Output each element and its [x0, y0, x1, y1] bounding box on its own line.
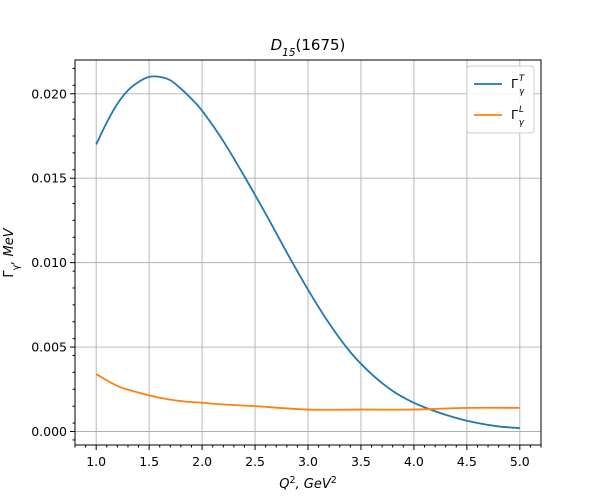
x-tick-label: 1.5	[139, 454, 159, 469]
series-layer	[95, 75, 520, 430]
x-tick-label: 3.0	[298, 454, 318, 469]
y-axis-label-gamma-sub: γ	[11, 264, 22, 270]
chart-title-subscript: 15	[282, 47, 296, 59]
legend-label-longitudinal-sub: γ	[519, 118, 525, 128]
chart-title-rest: (1675)	[296, 36, 346, 54]
legend-label-transverse-sup: T	[519, 74, 525, 84]
legend-box	[466, 65, 535, 134]
y-axis-label-unit: , MeV	[2, 227, 17, 264]
x-tick-label: 5.0	[510, 454, 530, 469]
grid-layer	[75, 60, 541, 445]
y-tick-label: 0.010	[31, 255, 67, 270]
x-tick-label: 1.0	[86, 454, 106, 469]
legend-label-longitudinal-gamma: Γ	[511, 107, 518, 122]
legend: ΓT γ ΓL γ	[466, 65, 535, 134]
x-axis-label-unit-sup: 2	[331, 475, 337, 486]
y-tick-label: 0.000	[31, 424, 67, 439]
x-axis-label: Q2, GeV2	[279, 475, 337, 493]
x-axis-label-unit: , GeV	[296, 477, 332, 492]
series-line-transverse	[95, 75, 520, 430]
series-line-longitudinal	[95, 373, 520, 411]
legend-label-transverse-sub: γ	[519, 87, 525, 97]
x-tick-label: 4.5	[457, 454, 477, 469]
chart-title: D15(1675)	[271, 36, 346, 59]
y-tick-label: 0.005	[31, 340, 67, 355]
x-tick-label: 2.5	[245, 454, 265, 469]
legend-label-longitudinal: ΓL γ	[511, 105, 525, 128]
y-axis-label: Γγ, MeV	[2, 227, 22, 277]
x-axis-label-q: Q	[279, 477, 289, 492]
x-tick-label: 2.0	[192, 454, 212, 469]
x-axis-label-q-sup: 2	[289, 475, 295, 486]
y-tick-label: 0.020	[31, 86, 67, 101]
legend-label-transverse: ΓT γ	[511, 74, 525, 97]
y-axis-label-gamma: Γ	[2, 270, 17, 278]
tick-layer: 1.0 1.5 2.0 2.5 3.0 3.5 4.0 4.5 5.0 0.000 0.005 0.0…	[31, 67, 542, 469]
chart-title-main: D	[271, 36, 283, 54]
x-tick-label: 3.5	[351, 454, 371, 469]
x-tick-label: 4.0	[404, 454, 424, 469]
y-tick-label: 0.015	[31, 171, 67, 186]
legend-label-longitudinal-sup: L	[519, 105, 524, 115]
legend-label-transverse-gamma: Γ	[511, 76, 518, 91]
